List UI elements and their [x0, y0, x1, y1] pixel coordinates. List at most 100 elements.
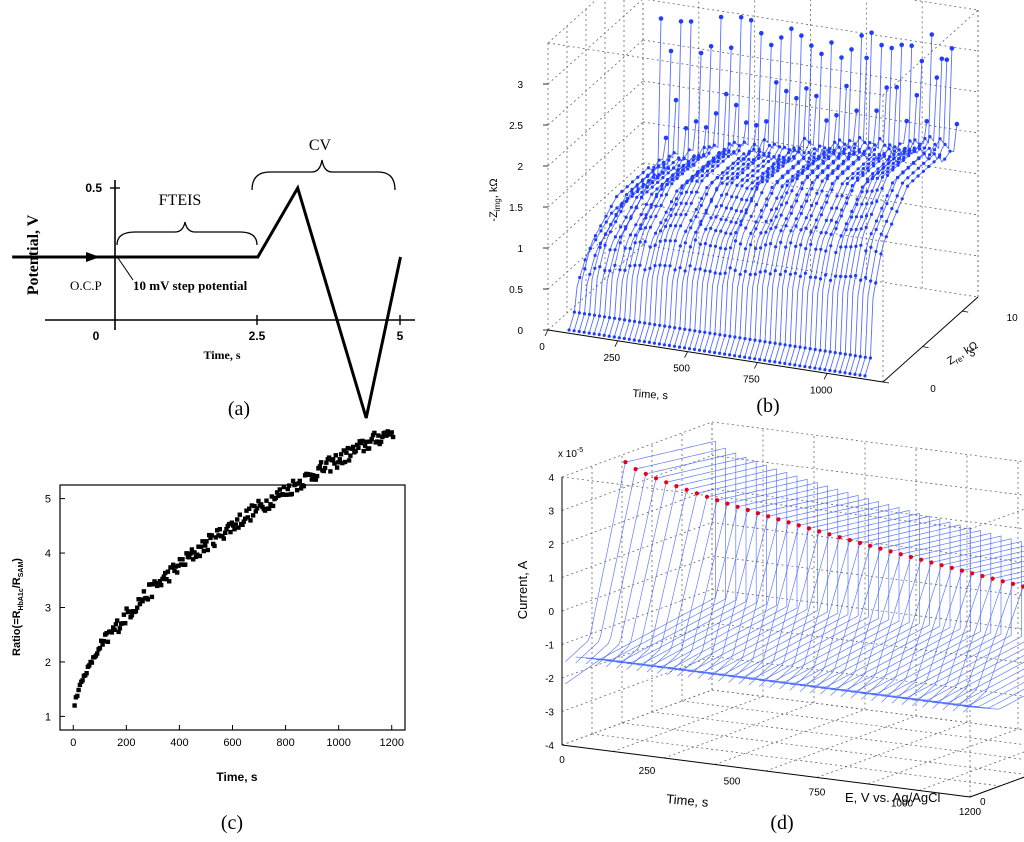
panel-d-peak-point — [888, 549, 893, 554]
panel-b-spectrum-point — [692, 347, 697, 351]
panel-c-ytick-label: 3 — [45, 603, 51, 615]
panel-b-spectrum-point — [653, 264, 657, 268]
panel-b-spectrum-point — [740, 197, 744, 201]
panel-b-spectrum-point — [695, 190, 699, 194]
panel-c-data-point — [229, 520, 234, 525]
panel-b-spectrum-point — [811, 159, 816, 163]
panel-b-spectrum-point — [724, 218, 728, 222]
panel-b-spectrum-point — [789, 241, 793, 245]
panel-b-spectrum-point — [778, 272, 783, 276]
panel-b-spectrum-point — [840, 208, 844, 212]
panel-b-spectrum-point — [681, 164, 685, 168]
panel-b-spectrum-point — [688, 19, 694, 24]
panel-b-spectrum-point — [839, 234, 843, 238]
panel-b-spectrum-point — [870, 201, 874, 205]
panel-b-spectrum-point — [736, 167, 740, 171]
panel-b-spectrum-point — [730, 177, 734, 181]
panel-b-spectrum-point — [927, 164, 931, 169]
panel-b-spectrum-point — [678, 244, 682, 248]
panel-c-points — [72, 429, 396, 708]
panel-b-spectrum-point — [760, 180, 765, 184]
panel-b-spectrum-point — [658, 16, 664, 21]
panel-b-spectrum-point — [766, 175, 770, 179]
panel-b-spectrum-point — [746, 162, 750, 166]
panel-b-spectrum-point — [784, 224, 788, 228]
panel-b-spectrum-point — [805, 199, 809, 203]
panel-b-spectrum-point — [729, 206, 734, 211]
panel-b-spectrum-point — [850, 184, 854, 188]
panel-c-data-point — [297, 478, 302, 484]
panel-c-data-point — [148, 582, 153, 587]
panel-c-data-point — [328, 469, 333, 474]
panel-b-spectrum-point — [882, 152, 886, 156]
panel-b-spectrum-point — [854, 215, 859, 219]
panel-b-spectrum-point — [770, 191, 774, 195]
panel-b-spectrum-point — [837, 145, 841, 149]
panel-a-cv-label: CV — [309, 137, 332, 154]
panel-d-peak-point — [1010, 581, 1016, 587]
panel-b-spectrum-point — [751, 169, 755, 173]
panel-b-spectrum-point — [864, 249, 868, 253]
panel-c-data-point — [136, 597, 141, 602]
panel-b-spectrum-point — [797, 150, 801, 154]
panel-c-data-point — [104, 631, 109, 636]
panel-b-spectrum-point — [759, 30, 764, 36]
panel-b-spectrum-point — [772, 155, 776, 159]
panel-b-spectrum-point — [748, 272, 752, 277]
panel-d-peak-point — [868, 543, 873, 548]
panel-b-spectrum-point — [879, 42, 884, 48]
panel-c-data-point — [269, 494, 274, 499]
panel-b-spectrum-point — [703, 242, 708, 246]
panel-b-spectrum-point — [667, 158, 671, 162]
panel-b-spectrum-point — [765, 197, 769, 201]
panel-b-spectrum-point — [890, 207, 894, 211]
panel-d-cv-curve — [871, 541, 1022, 701]
panel-c-data-point — [237, 512, 242, 517]
panel-b-spectrum-point — [716, 154, 721, 159]
panel-b-spectrum-point — [703, 269, 707, 273]
panel-b-spectrum-point — [822, 155, 826, 159]
panel-b-spectrum-point — [756, 156, 761, 160]
panel-b-spectrum-point — [808, 347, 812, 351]
panel-b-grid-left — [547, 39, 644, 126]
panel-b-spectrum-point — [761, 159, 766, 163]
panel-d-cv-curve — [616, 464, 767, 669]
panel-b-spectrum-point — [753, 338, 757, 342]
panel-b-spectrum-point — [758, 270, 762, 274]
panel-c-data-point — [127, 609, 132, 614]
panel-b-spectrum-point — [594, 238, 598, 242]
panel-b-spectrum-point — [784, 245, 788, 249]
panel-b-spectrum-point — [754, 202, 759, 207]
panel-b-spectrum-point — [914, 93, 920, 98]
panel-b-spectrum-point — [904, 118, 909, 124]
panel-b-spectrum-point — [856, 167, 860, 171]
panel-b-spectrum-point — [776, 169, 780, 173]
panel-b-spectrum-point — [728, 45, 734, 50]
panel-b-spectrum-line — [854, 59, 948, 375]
panel-b-spectrum-point — [949, 46, 955, 51]
panel-b-spectrum-point — [777, 154, 781, 158]
panel-b-grid-left — [547, 203, 644, 290]
panel-c-data-point — [250, 513, 256, 518]
panel-b-spectrum-point — [662, 166, 666, 170]
panel-c-data-point — [205, 547, 210, 553]
panel-b-spectrum-point — [693, 329, 697, 333]
panel-b-spectrum-point — [708, 269, 712, 273]
panel-d-z-axis — [969, 776, 1024, 798]
panel-b-spectrum-point — [791, 174, 795, 178]
panel-b-spectrum-point — [859, 215, 864, 219]
panel-b-spectrum-point — [622, 336, 626, 341]
panel-c-data-point — [87, 663, 92, 668]
panel-c-data-point — [207, 532, 212, 538]
panel-b-spectrum-point — [768, 359, 772, 363]
panel-d-peak-point — [939, 563, 944, 568]
panel-b-spectrum-point — [764, 243, 768, 247]
panel-b-spectrum-point — [718, 246, 723, 250]
panel-d-peak-point — [929, 560, 934, 565]
panel-c-data-point — [310, 473, 316, 478]
panel-b-ytick-label: 3 — [517, 80, 523, 91]
panel-b-spectrum-point — [821, 159, 825, 164]
panel-b-spectrum-point — [720, 181, 724, 185]
panel-c-data-point — [109, 630, 115, 635]
panel-c-data-point — [384, 433, 389, 438]
